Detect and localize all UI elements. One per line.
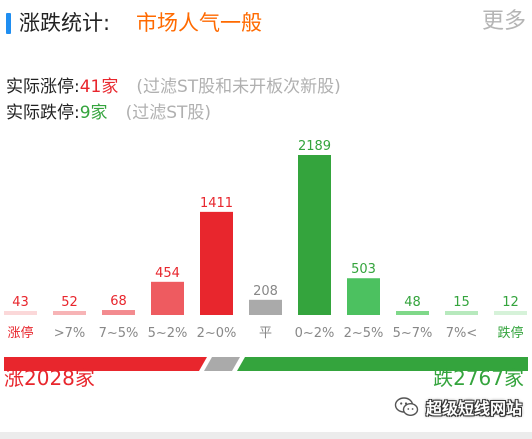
bar-8 bbox=[396, 311, 429, 315]
limit-down-stat: 实际跌停:9家 (过滤ST股) bbox=[6, 101, 211, 125]
bar-6 bbox=[298, 155, 331, 315]
up-down-ratio-bar bbox=[4, 357, 528, 371]
bar-value-label: 12 bbox=[502, 295, 519, 310]
category-label: 跌停 bbox=[497, 325, 523, 341]
footer-divider bbox=[0, 432, 532, 439]
limit-up-value: 41家 bbox=[79, 77, 119, 97]
bar-2 bbox=[102, 310, 135, 315]
bar-9 bbox=[445, 311, 478, 315]
limit-up-stat: 实际涨停:41家 (过滤ST股和未开板次新股) bbox=[6, 75, 341, 99]
section-header: 涨跌统计: 市场人气一般 更多 bbox=[0, 0, 532, 48]
category-label: 平 bbox=[259, 326, 272, 341]
bar-value-label: 454 bbox=[155, 266, 180, 281]
bar-1 bbox=[53, 311, 86, 315]
bar-10 bbox=[494, 311, 527, 315]
bar-value-label: 68 bbox=[110, 294, 127, 309]
category-label: 7~5% bbox=[99, 326, 139, 341]
section-title: 涨跌统计: bbox=[19, 11, 111, 35]
bar-value-label: 48 bbox=[404, 295, 421, 310]
ratio-bar-down bbox=[237, 357, 528, 371]
ratio-bar-flat bbox=[204, 357, 240, 371]
category-label: 2~5% bbox=[344, 326, 384, 341]
category-label: 涨停 bbox=[7, 325, 33, 341]
header-accent-bar bbox=[6, 13, 11, 34]
bar-value-label: 1411 bbox=[200, 196, 233, 211]
category-label: 7%< bbox=[446, 326, 478, 341]
limit-up-label: 实际涨停: bbox=[6, 77, 80, 97]
wechat-icon bbox=[394, 397, 419, 417]
bar-7 bbox=[347, 278, 380, 315]
bar-value-label: 208 bbox=[253, 284, 278, 299]
bar-value-label: 503 bbox=[351, 262, 376, 277]
bar-value-label: 43 bbox=[12, 295, 29, 310]
category-label: 2~0% bbox=[197, 326, 237, 341]
bar-4 bbox=[200, 211, 233, 315]
bar-value-label: 2189 bbox=[298, 140, 331, 154]
watermark: 超级短线网站 bbox=[394, 392, 522, 422]
distribution-bar-chart: 43 涨停 52 >7% 68 7~5% 454 5~2% 1411 2~0% 208 平 2189 0~… bbox=[4, 140, 527, 341]
ratio-bar-up bbox=[4, 357, 207, 371]
bar-3 bbox=[151, 281, 184, 315]
watermark-text: 超级短线网站 bbox=[425, 399, 522, 418]
total-up-count: 涨2028家 bbox=[4, 366, 95, 390]
more-link[interactable]: 更多 bbox=[481, 9, 526, 34]
limit-down-value: 9家 bbox=[79, 103, 108, 123]
bar-value-label: 52 bbox=[61, 295, 78, 310]
limit-down-label: 实际跌停: bbox=[6, 103, 80, 123]
bar-5 bbox=[249, 299, 282, 315]
category-label: 0~2% bbox=[295, 326, 335, 341]
bar-value-label: 15 bbox=[453, 295, 470, 310]
bar-0 bbox=[4, 311, 37, 315]
total-down-count: 跌2767家 bbox=[433, 366, 524, 390]
market-mood-label: 市场人气一般 bbox=[136, 11, 262, 35]
category-label: 5~2% bbox=[148, 326, 188, 341]
limit-up-note: (过滤ST股和未开板次新股) bbox=[136, 77, 341, 97]
category-label: 5~7% bbox=[393, 326, 433, 341]
category-label: >7% bbox=[54, 326, 86, 341]
limit-down-note: (过滤ST股) bbox=[125, 103, 212, 123]
